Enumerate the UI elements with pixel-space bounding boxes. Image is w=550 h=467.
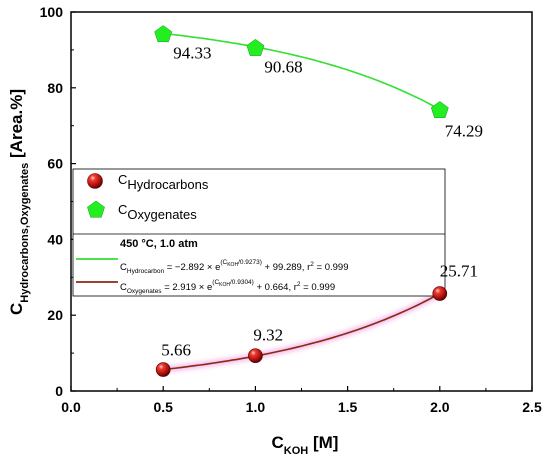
y-tick-label: 80 [47,80,63,96]
y-tick-label: 100 [40,4,64,20]
x-tick-label: 1.0 [246,399,266,415]
data-marks [154,25,449,377]
fit-lines [162,32,442,373]
y-tick-label: 0 [55,383,63,399]
y-tick-label: 40 [47,231,63,247]
hydrocarbons-fit-line [163,292,441,371]
hydrocarbons-point [248,348,263,364]
oxygenates-data-label: 74.29 [445,121,483,140]
hydrocarbons-data-label: 5.66 [161,341,191,360]
legend-condition: 450 °C, 1.0 atm [120,238,198,250]
legend-oxygenates-label: COxygenates [118,202,197,222]
hydrocarbons-data-label: 25.71 [440,262,478,281]
oxygenates-data-label: 94.33 [173,43,211,62]
oxygenates-data-label: 90.68 [264,57,302,76]
data-labels: 5.66 9.32 25.71 94.33 90.68 74.29 [161,43,483,359]
hydrocarbons-point [432,286,448,301]
oxygenates-point [430,101,449,118]
oxygenates-point [246,38,265,56]
y-tick-label: 60 [47,156,63,172]
axis-ticks: 0.0 0.5 1.0 1.5 2.0 2.5 0 20 40 60 80 100 [40,4,542,415]
x-tick-label: 0.0 [61,399,81,415]
x-tick-label: 2.0 [430,399,450,415]
legend-oxygenates-marker [87,200,105,218]
hydrocarbons-point [155,362,171,377]
y-tick-label: 20 [47,307,63,323]
legend-oxygenates-equation: COxygenates = 2.919 × e(CKOH/0.9304) + 0… [120,279,335,295]
legend-hydrocarbons-marker [87,173,103,189]
hydrocarbons-data-label: 9.32 [253,326,283,345]
oxygenates-point [154,25,173,43]
legend: CHydrocarbons COxygenates 450 °C, 1.0 at… [72,168,446,297]
legend-hydrocarbon-equation: CHydrocarbon = −2.892 × e(CKOH/0.9273) +… [120,259,348,275]
oxygenates-fit-line [163,32,441,111]
y-axis-title: CHydrocarbons,Oxygenates [Area.%] [7,89,31,315]
legend-box [72,168,446,297]
x-tick-label: 1.5 [338,399,358,415]
x-tick-label: 2.5 [522,399,542,415]
legend-hydrocarbons-label: CHydrocarbons [118,172,209,192]
x-tick-label: 0.5 [153,399,173,415]
x-axis-title: CKOH [M] [272,433,339,457]
